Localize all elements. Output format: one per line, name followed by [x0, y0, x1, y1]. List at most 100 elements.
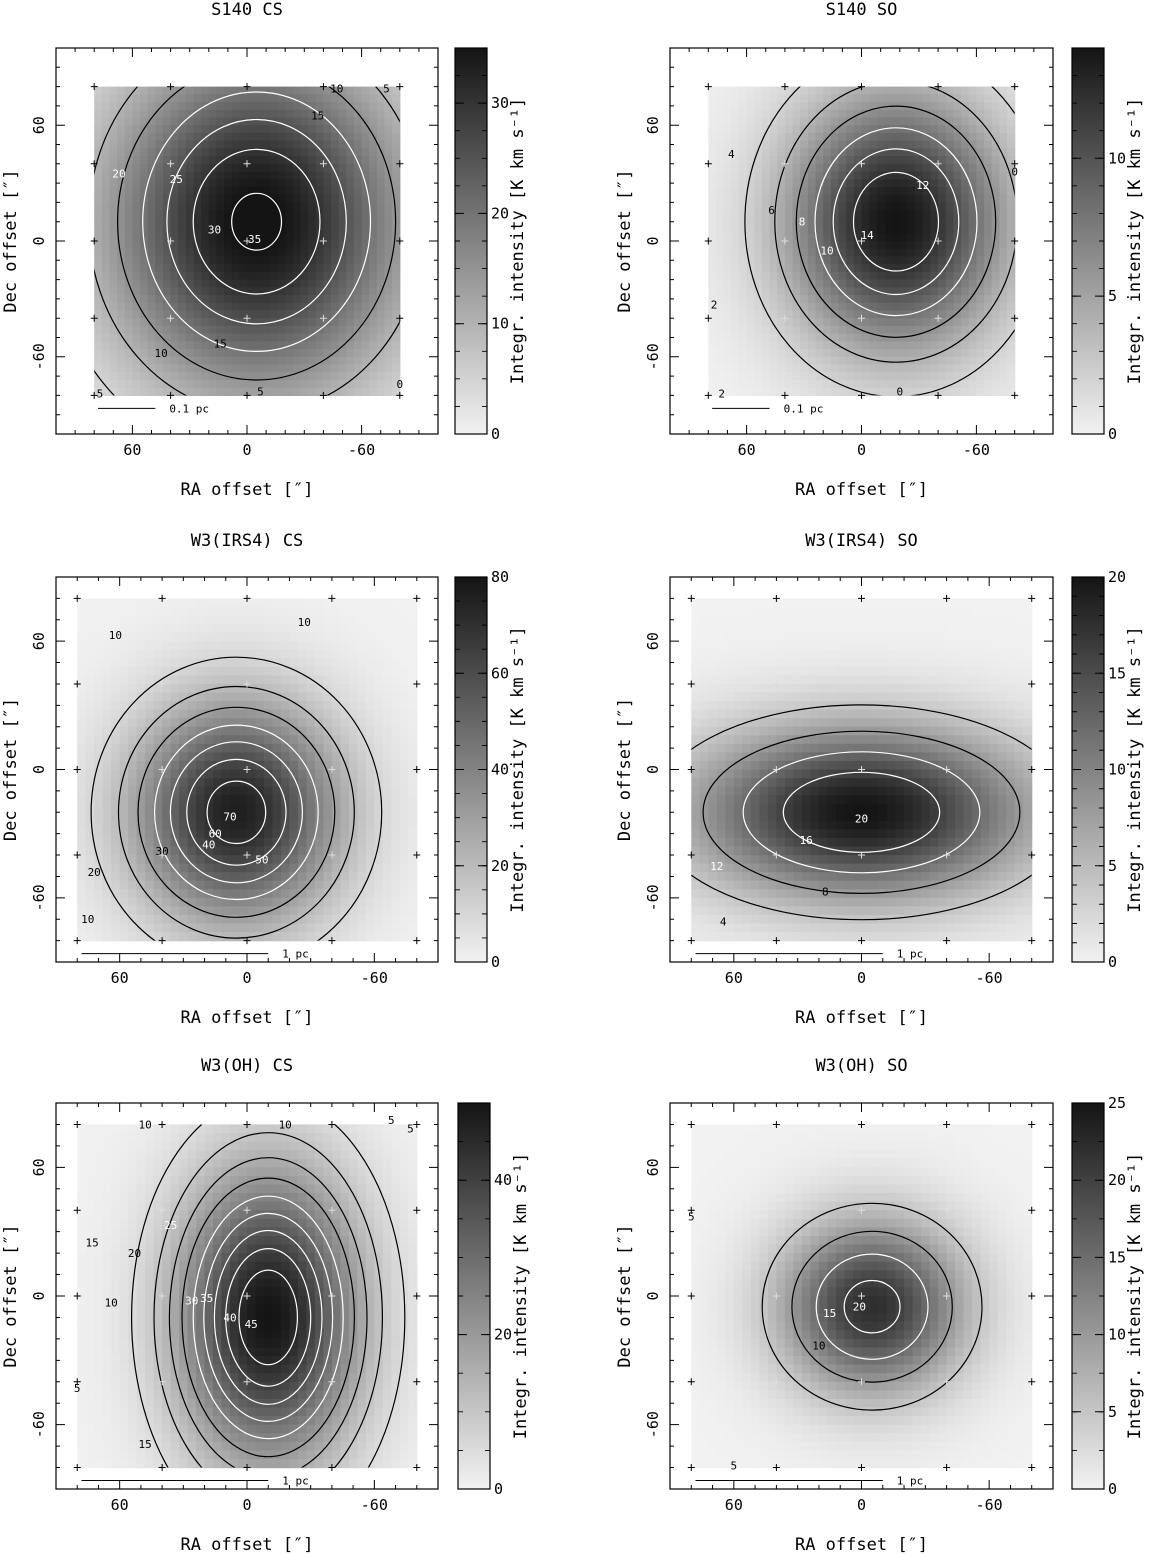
map-pixel — [754, 179, 763, 188]
map-pixel — [162, 692, 172, 702]
map-pixel — [224, 86, 233, 95]
map-pixel — [338, 202, 347, 211]
map-pixel — [754, 387, 763, 396]
map-pixel — [884, 387, 893, 396]
map-pixel — [285, 210, 294, 219]
map-pixel — [830, 187, 840, 196]
map-pixel — [306, 837, 316, 848]
map-pixel — [193, 364, 202, 373]
map-pixel — [384, 380, 393, 389]
map-pixel — [861, 179, 870, 188]
map-pixel — [300, 132, 309, 142]
map-pixel — [140, 217, 149, 227]
map-pixel — [153, 837, 163, 848]
map-pixel — [85, 812, 95, 822]
map-pixel — [382, 889, 392, 899]
map-pixel — [204, 897, 214, 907]
map-pixel — [800, 325, 809, 335]
map-pixel — [323, 683, 333, 694]
map-pixel — [292, 318, 301, 327]
map-pixel — [922, 287, 932, 296]
map-pixel — [117, 217, 126, 227]
map-pixel — [331, 923, 341, 933]
map-pixel — [915, 225, 924, 234]
map-pixel — [830, 148, 840, 157]
map-pixel — [861, 132, 870, 142]
map-pixel — [731, 140, 740, 149]
map-pixel — [945, 248, 955, 257]
map-pixel — [830, 356, 840, 366]
map-pixel — [230, 897, 240, 907]
map-pixel — [392, 202, 401, 211]
map-pixel — [777, 349, 786, 358]
map-pixel — [238, 897, 248, 907]
map-pixel — [323, 117, 332, 126]
grid-marker — [781, 237, 789, 245]
map-pixel — [185, 194, 195, 203]
map-pixel — [361, 210, 370, 219]
map-pixel — [153, 880, 163, 890]
map-pixel — [153, 923, 163, 933]
map-pixel — [391, 820, 401, 830]
map-pixel — [754, 148, 763, 157]
map-pixel — [136, 658, 146, 668]
map-pixel — [384, 163, 393, 173]
map-pixel — [331, 179, 340, 188]
map-pixel — [213, 624, 223, 634]
map-pixel — [269, 132, 279, 142]
map-pixel — [754, 333, 763, 342]
map-pixel — [272, 641, 282, 651]
map-pixel — [132, 233, 141, 242]
map-pixel — [140, 256, 149, 265]
map-pixel — [185, 94, 195, 103]
map-pixel — [119, 692, 129, 702]
map-pixel — [269, 187, 279, 196]
grid-marker — [934, 391, 942, 399]
map-pixel — [953, 171, 962, 180]
map-pixel — [185, 217, 195, 227]
map-pixel — [272, 683, 282, 694]
map-pixel — [708, 279, 717, 288]
map-pixel — [238, 803, 248, 813]
map-pixel — [109, 364, 118, 373]
map-pixel — [264, 641, 274, 651]
map-pixel — [338, 241, 347, 250]
map-pixel — [170, 380, 179, 389]
map-pixel — [323, 217, 332, 227]
map-pixel — [292, 202, 301, 211]
map-pixel — [281, 658, 291, 668]
map-pixel — [338, 102, 347, 111]
map-pixel — [807, 148, 817, 157]
map-pixel — [109, 171, 118, 180]
contour-label: 25 — [170, 173, 183, 186]
map-pixel — [976, 187, 985, 196]
map-pixel — [861, 356, 870, 366]
map-pixel — [899, 233, 909, 242]
map-pixel — [262, 380, 271, 389]
map-pixel — [899, 94, 909, 103]
map-pixel — [94, 225, 103, 234]
map-pixel — [285, 163, 294, 173]
map-pixel — [272, 769, 282, 779]
map-pixel — [285, 310, 294, 319]
map-pixel — [300, 356, 309, 366]
map-pixel — [306, 769, 316, 779]
map-pixel — [124, 318, 133, 327]
map-pixel — [991, 364, 1000, 373]
map-pixel — [136, 889, 146, 899]
map-pixel — [254, 102, 263, 111]
map-pixel — [374, 769, 384, 779]
map-pixel — [247, 86, 256, 95]
map-pixel — [391, 615, 401, 625]
map-pixel — [846, 310, 855, 319]
map-pixel — [761, 156, 771, 165]
map-pixel — [723, 302, 732, 312]
map-pixel — [369, 217, 378, 227]
map-pixel — [968, 117, 977, 126]
map-pixel — [247, 683, 257, 694]
map-pixel — [179, 735, 189, 745]
map-pixel — [297, 837, 307, 848]
map-pixel — [892, 372, 901, 381]
map-pixel — [308, 318, 317, 327]
map-pixel — [369, 140, 378, 149]
